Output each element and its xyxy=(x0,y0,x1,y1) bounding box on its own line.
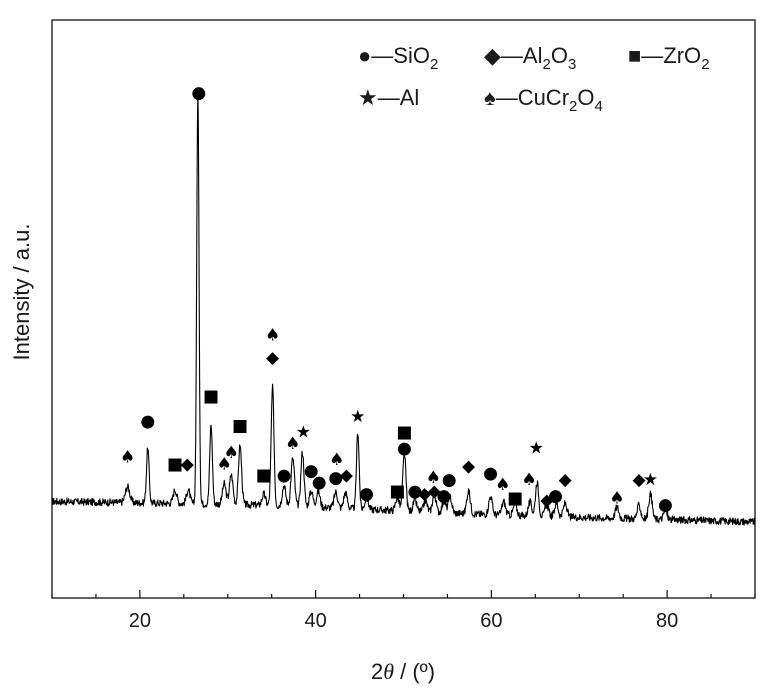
phase-marker-sio2: ● xyxy=(437,486,452,506)
legend-al-glyph: ★ xyxy=(358,85,378,110)
phase-marker-al2o3: ◆ xyxy=(559,470,573,490)
legend-al2o3-sub1: 2 xyxy=(542,56,550,73)
phase-marker-sio2: ● xyxy=(397,439,412,459)
phase-marker-cucr2o4: ♠ xyxy=(329,450,344,470)
phase-marker-sio2: ● xyxy=(304,461,319,481)
legend-cucr2o4-base: —CuCr xyxy=(496,85,569,110)
legend-zro2-sub: 2 xyxy=(701,56,709,73)
legend-zro2: ■—ZrO2 xyxy=(628,43,710,73)
phase-marker-al: ★ xyxy=(643,470,658,490)
legend-al2o3-sub2: 3 xyxy=(568,56,576,73)
phase-marker-sio2: ● xyxy=(277,466,292,486)
legend-sio2-base: —SiO xyxy=(371,43,430,68)
x-tick-label: 60 xyxy=(480,610,502,632)
x-tick-label: 40 xyxy=(305,610,327,632)
legend-cucr2o4-sub1: 2 xyxy=(569,98,577,115)
x-tick-label: 80 xyxy=(656,610,678,632)
legend-sio2-sub: 2 xyxy=(430,56,438,73)
phase-marker-sio2: ● xyxy=(191,83,206,103)
phase-marker-al2o3: ◆ xyxy=(181,454,195,474)
phase-marker-zro2: ■ xyxy=(389,482,405,502)
x-axis-title-var: 2 xyxy=(371,659,383,684)
y-axis-title: Intensity / a.u. xyxy=(9,224,34,361)
legend-zro2-base: —ZrO xyxy=(641,43,701,68)
x-axis-title-theta: θ xyxy=(383,659,394,684)
phase-marker-al2o3: ◆ xyxy=(462,457,476,477)
phase-marker-sio2: ● xyxy=(483,463,498,483)
phase-marker-sio2: ● xyxy=(658,495,673,515)
x-tick-label: 20 xyxy=(129,610,151,632)
legend-cucr2o4-mid: O xyxy=(577,85,594,110)
phase-marker-cucr2o4: ♠ xyxy=(224,443,239,463)
x-axis-ticks: 20 40 60 80 xyxy=(51,590,756,632)
phase-marker-al2o3: ◆ xyxy=(340,466,354,486)
legend-al-base: —Al xyxy=(378,85,420,110)
legend-al2o3-glyph: ◆ xyxy=(484,43,501,68)
phase-marker-sio2: ● xyxy=(140,411,155,431)
legend-zro2-glyph: ■ xyxy=(628,43,641,68)
phase-markers: ♠●■◆●■♠♠■■♠◆●♠★●●♠●◆★● ■■●●◆♠◆●●◆ ●♠■♠★◆●◆… xyxy=(120,83,673,515)
legend: ●—SiO2 ◆—Al2O3 ■—ZrO2 ★—Al ♠—CuCr2O4 xyxy=(358,43,710,115)
phase-marker-sio2: ● xyxy=(548,486,563,506)
legend-al2o3-base: —Al xyxy=(501,43,543,68)
phase-marker-al: ★ xyxy=(350,407,365,427)
phase-marker-al2o3: ◆ xyxy=(266,348,280,368)
phase-marker-sio2: ● xyxy=(442,470,457,490)
phase-marker-sio2: ● xyxy=(328,468,343,488)
legend-al2o3: ◆—Al2O3 xyxy=(484,43,576,73)
phase-marker-cucr2o4: ♠ xyxy=(120,448,135,468)
phase-marker-al: ★ xyxy=(529,439,544,459)
phase-marker-al: ★ xyxy=(296,423,311,443)
phase-marker-cucr2o4: ♠ xyxy=(285,434,300,454)
phase-marker-al2o3: ◆ xyxy=(540,491,554,511)
phase-marker-zro2: ■ xyxy=(396,423,412,443)
legend-al: ★—Al xyxy=(358,85,419,110)
phase-marker-al2o3: ◆ xyxy=(418,484,432,504)
phase-marker-zro2: ■ xyxy=(203,386,219,406)
xrd-pattern-line xyxy=(51,89,756,526)
legend-al2o3-mid: O xyxy=(551,43,568,68)
phase-marker-al2o3: ◆ xyxy=(428,482,442,502)
phase-marker-zro2: ■ xyxy=(232,416,248,436)
phase-marker-zro2: ■ xyxy=(167,454,183,474)
phase-marker-al2o3: ◆ xyxy=(632,470,646,490)
legend-cucr2o4-glyph: ♠ xyxy=(484,85,496,110)
phase-marker-sio2: ● xyxy=(359,484,374,504)
phase-marker-cucr2o4: ♠ xyxy=(426,468,441,488)
phase-marker-sio2: ● xyxy=(408,482,423,502)
phase-marker-zro2: ■ xyxy=(507,488,523,508)
phase-marker-cucr2o4: ♠ xyxy=(522,470,537,490)
legend-cucr2o4: ♠—CuCr2O4 xyxy=(484,85,603,115)
phase-marker-cucr2o4: ♠ xyxy=(609,488,624,508)
phase-marker-cucr2o4: ♠ xyxy=(217,454,232,474)
phase-marker-cucr2o4: ♠ xyxy=(495,475,510,495)
legend-cucr2o4-sub2: 4 xyxy=(595,98,603,115)
phase-marker-zro2: ■ xyxy=(256,466,272,486)
legend-sio2: ●—SiO2 xyxy=(358,43,438,73)
x-axis-title: 2θ / (º) xyxy=(371,659,435,684)
phase-marker-cucr2o4: ♠ xyxy=(265,325,280,345)
phase-marker-sio2: ● xyxy=(312,472,327,492)
x-axis-title-unit: / (º) xyxy=(394,659,435,684)
legend-sio2-glyph: ● xyxy=(358,43,371,68)
